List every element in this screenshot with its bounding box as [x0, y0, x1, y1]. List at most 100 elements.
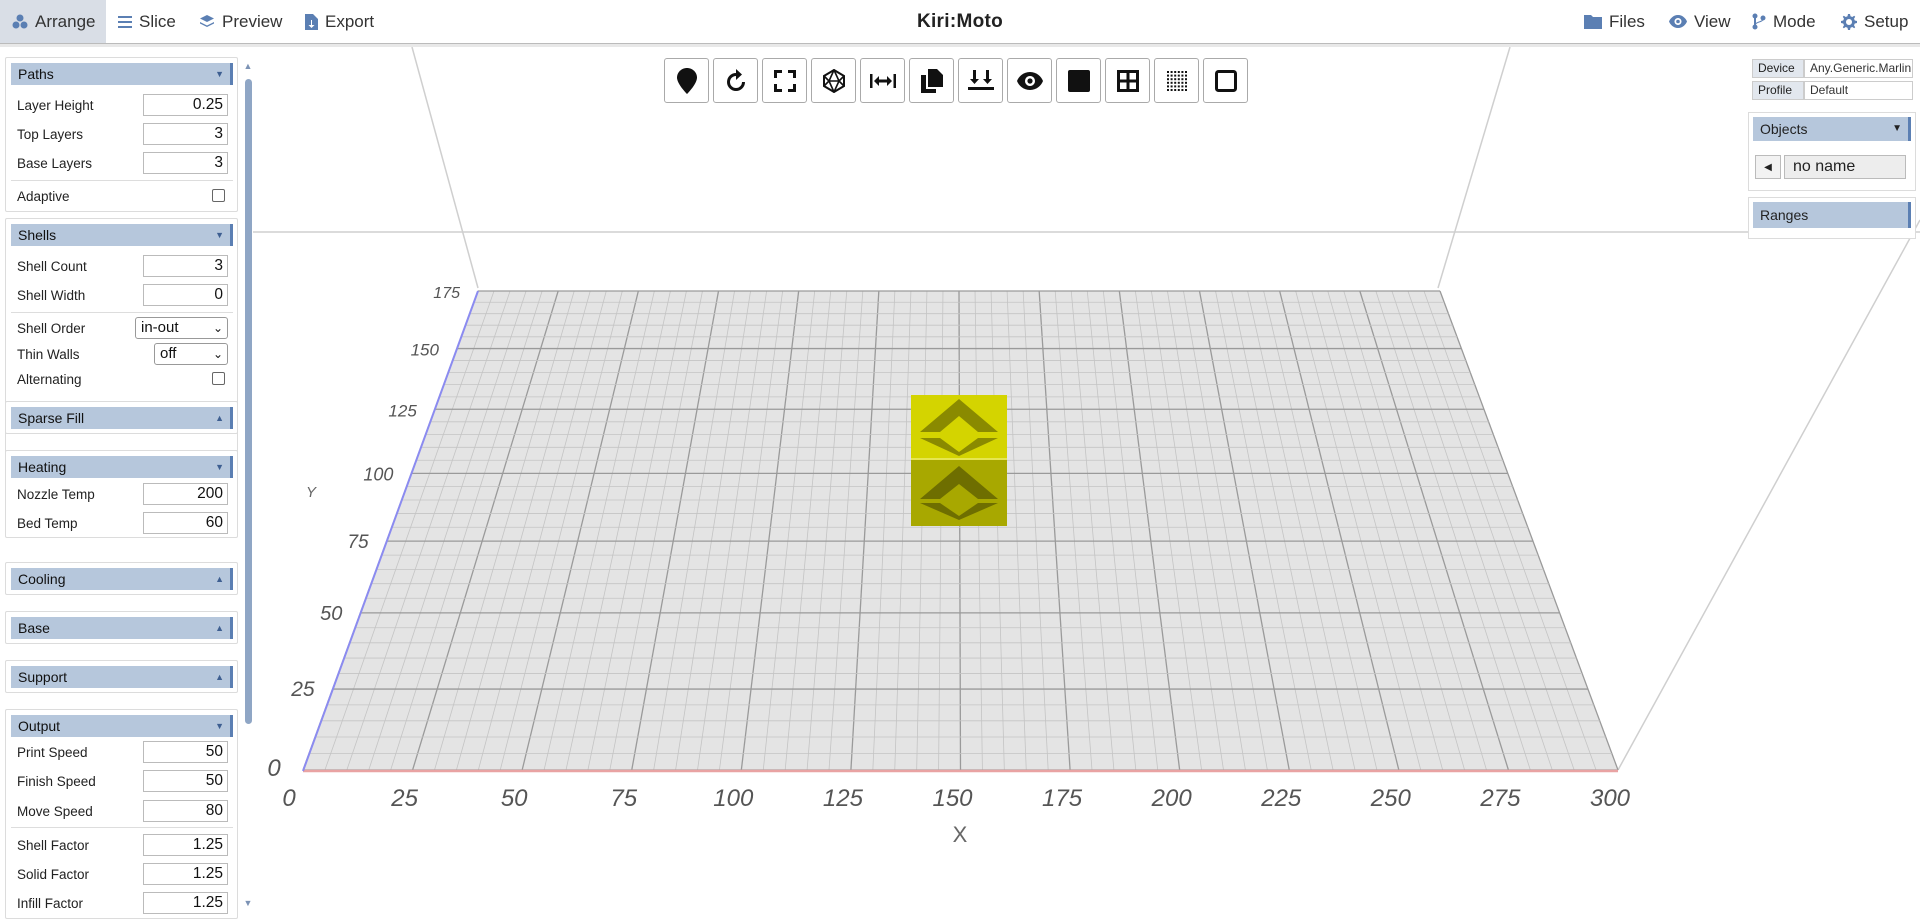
nav-export-button[interactable]: Export	[305, 0, 374, 43]
distribute-tool[interactable]	[860, 58, 905, 103]
x-tick-label: 250	[1370, 785, 1412, 812]
cooling-header[interactable]: Cooling ▲	[11, 568, 233, 590]
nav-files-button[interactable]: Files	[1584, 0, 1645, 43]
nav-view-button[interactable]: View	[1669, 0, 1731, 43]
settings-scrollbar[interactable]: ▲ ▼	[243, 61, 253, 911]
model-object[interactable]	[911, 395, 1007, 526]
x-tick-label: 175	[1042, 785, 1083, 812]
adaptive-checkbox[interactable]	[212, 189, 225, 202]
paths-header[interactable]: Paths ▼	[11, 63, 233, 85]
branch-icon	[1752, 13, 1766, 30]
chevron-down-icon: ⌄	[212, 321, 223, 335]
rotate-tool[interactable]	[713, 58, 758, 103]
y-axis-label: Y	[306, 484, 317, 501]
sparse-fill-group: Sparse Fill ▲	[5, 401, 238, 434]
solid-factor-input[interactable]	[143, 863, 228, 885]
finish-speed-input[interactable]	[143, 770, 228, 792]
scroll-up-icon[interactable]: ▲	[243, 61, 253, 71]
thin-walls-select[interactable]: off ⌄	[154, 343, 228, 365]
ranges-header[interactable]: Ranges	[1753, 202, 1911, 228]
object-name-button[interactable]: no name	[1784, 155, 1906, 179]
x-tick-labels: 0 25 50 75 100 125 150 175 200 225 250 275 300	[282, 785, 1630, 812]
shell-factor-label: Shell Factor	[17, 838, 90, 853]
y-tick-label: 100	[363, 464, 393, 484]
copy-icon	[920, 68, 943, 93]
layer-height-input[interactable]	[143, 94, 228, 116]
x-tick-label: 0	[282, 785, 296, 812]
square-outline-icon	[1214, 69, 1237, 92]
base-header[interactable]: Base ▲	[11, 617, 233, 639]
fit-screen-icon	[773, 69, 796, 92]
print-speed-input[interactable]	[143, 741, 228, 763]
3d-viewport[interactable]: 0 25 50 75 100 125 150 175 200 225 250 275 300 25 50 7…	[0, 47, 1920, 917]
download-icon	[967, 69, 994, 90]
shell-order-value: in-out	[141, 319, 179, 336]
bed-temp-input[interactable]	[143, 512, 228, 534]
move-speed-input[interactable]	[143, 800, 228, 822]
alternating-label: Alternating	[17, 372, 82, 387]
base-layers-input[interactable]	[143, 152, 228, 174]
arrows-h-icon	[869, 73, 896, 88]
map-pin-icon	[676, 67, 697, 94]
device-value[interactable]: Any.Generic.Marlin	[1804, 59, 1913, 78]
app-brand: Kiri:Moto	[0, 0, 1920, 43]
infill-factor-input[interactable]	[143, 892, 228, 914]
caret-left-icon[interactable]: ◀	[1755, 155, 1781, 179]
sparse-fill-header[interactable]: Sparse Fill ▲	[11, 407, 233, 429]
alternating-row: Alternating	[6, 366, 235, 392]
x-tick-label: 275	[1479, 785, 1521, 812]
heating-header[interactable]: Heating ▼	[11, 456, 233, 478]
y-tick-label: 125	[388, 401, 417, 420]
nav-slice-button[interactable]: Slice	[118, 0, 176, 43]
shell-width-input[interactable]	[143, 284, 228, 306]
grid-tool[interactable]	[1105, 58, 1150, 103]
paths-group: Paths ▼ Layer Height Top Layers Base Laye…	[5, 57, 238, 212]
layers-icon	[200, 14, 214, 27]
top-layers-row: Top Layers	[6, 121, 235, 147]
nav-arrange-button[interactable]: Arrange	[0, 0, 106, 43]
cooling-group: Cooling ▲	[5, 562, 238, 595]
x-tick-label: 150	[932, 785, 973, 812]
shells-header[interactable]: Shells ▼	[11, 224, 233, 246]
dotted-grid-tool[interactable]	[1154, 58, 1199, 103]
build-plate	[303, 291, 1618, 770]
room-outline	[253, 47, 1920, 771]
shell-order-select[interactable]: in-out ⌄	[135, 317, 228, 339]
scroll-down-icon[interactable]: ▼	[243, 898, 253, 908]
shell-count-input[interactable]	[143, 255, 228, 277]
nozzle-temp-input[interactable]	[143, 483, 228, 505]
x-tick-label: 25	[390, 785, 418, 812]
file-export-icon	[305, 13, 318, 30]
nav-preview-button[interactable]: Preview	[199, 0, 282, 43]
nav-arrange-label: Arrange	[35, 11, 96, 31]
outline-view-tool[interactable]	[1203, 58, 1248, 103]
map-pin-tool[interactable]	[664, 58, 709, 103]
support-header[interactable]: Support ▲	[11, 666, 233, 688]
base-layers-row: Base Layers	[6, 150, 235, 176]
shell-factor-input[interactable]	[143, 834, 228, 856]
nav-setup-button[interactable]: Setup	[1841, 0, 1908, 43]
output-group: Output ▼ Print Speed Finish Speed Move Sp…	[5, 709, 238, 919]
polyhedron-tool[interactable]	[811, 58, 856, 103]
finish-speed-label: Finish Speed	[17, 774, 96, 789]
alternating-checkbox[interactable]	[212, 372, 225, 385]
output-header[interactable]: Output ▼	[11, 715, 233, 737]
heating-title: Heating	[18, 459, 67, 475]
thin-walls-row: Thin Walls off ⌄	[6, 341, 235, 367]
top-layers-input[interactable]	[143, 123, 228, 145]
fit-screen-tool[interactable]	[762, 58, 807, 103]
visibility-tool[interactable]	[1007, 58, 1052, 103]
nav-mode-button[interactable]: Mode	[1752, 0, 1816, 43]
y-tick-label: 150	[411, 341, 440, 360]
copy-tool[interactable]	[909, 58, 954, 103]
thin-walls-value: off	[160, 345, 177, 362]
solid-view-tool[interactable]	[1056, 58, 1101, 103]
scrollbar-thumb[interactable]	[245, 79, 252, 724]
settings-panel: Paths ▼ Layer Height Top Layers Base Laye…	[3, 57, 239, 919]
profile-value[interactable]: Default	[1804, 81, 1913, 100]
solid-factor-row: Solid Factor	[6, 861, 235, 887]
output-title: Output	[18, 718, 61, 734]
download-tool[interactable]	[958, 58, 1003, 103]
objects-header[interactable]: Objects ▼	[1753, 117, 1911, 141]
nav-setup-label: Setup	[1864, 11, 1909, 31]
